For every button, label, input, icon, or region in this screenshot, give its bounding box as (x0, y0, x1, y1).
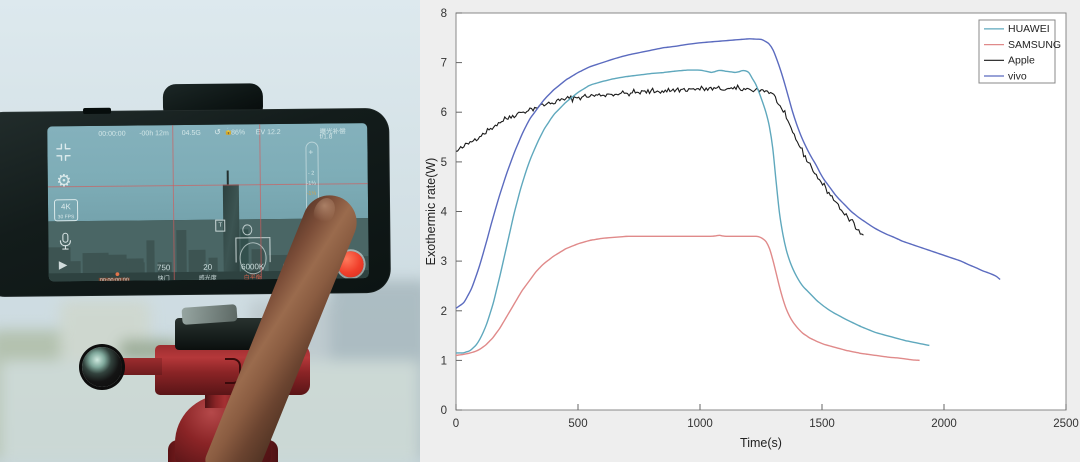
svg-text:HUAWEI: HUAWEI (1008, 23, 1050, 35)
svg-text:8: 8 (441, 8, 447, 20)
svg-text:2000: 2000 (931, 418, 957, 430)
svg-text:2: 2 (441, 306, 447, 318)
svg-text:500: 500 (568, 418, 587, 430)
svg-text:6: 6 (441, 107, 447, 119)
svg-text:SAMSUNG: SAMSUNG (1008, 39, 1061, 51)
svg-text:5: 5 (441, 157, 447, 169)
svg-text:3: 3 (441, 256, 447, 268)
svg-text:7: 7 (441, 58, 447, 70)
svg-text:vivo: vivo (1008, 70, 1027, 82)
svg-text:1500: 1500 (809, 418, 835, 430)
svg-text:4: 4 (441, 207, 448, 219)
svg-text:1000: 1000 (687, 418, 713, 430)
svg-text:0: 0 (453, 418, 459, 430)
svg-text:2500: 2500 (1053, 418, 1079, 430)
svg-text:1: 1 (441, 355, 447, 367)
svg-text:Exothermic rate(W): Exothermic rate(W) (424, 158, 438, 266)
svg-text:Time(s): Time(s) (740, 436, 782, 450)
svg-text:0: 0 (441, 405, 447, 417)
svg-text:Apple: Apple (1008, 55, 1035, 67)
